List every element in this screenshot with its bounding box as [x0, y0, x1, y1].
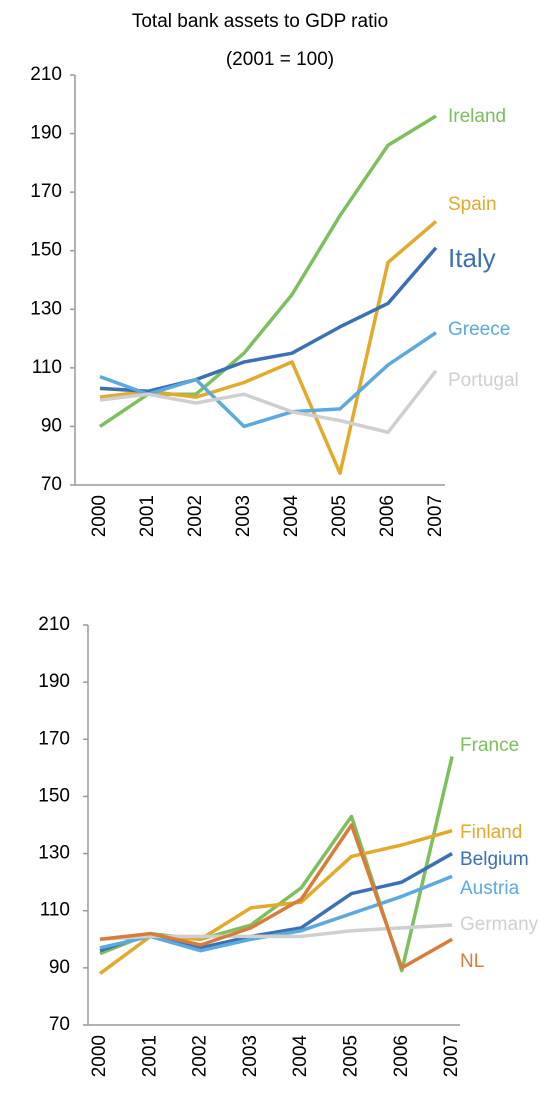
x-tick-label: 2000 [89, 495, 110, 537]
series-line [99, 823, 453, 970]
legend-label: Spain [448, 194, 497, 215]
series-line [98, 829, 453, 975]
legend-label: Finland [460, 822, 522, 843]
x-tick-label: 2002 [190, 1035, 211, 1077]
x-tick-label: 2003 [233, 495, 254, 537]
legend-label: Belgium [460, 849, 529, 870]
y-tick-label: 170 [30, 181, 62, 202]
legend-label: Austria [460, 878, 520, 899]
y-tick-label: 110 [40, 900, 70, 921]
y-tick-label: 90 [49, 957, 70, 978]
y-tick-label: 110 [32, 357, 62, 378]
legend-label: Germany [460, 914, 539, 935]
legend-label: Italy [448, 243, 496, 273]
legend-label: Ireland [448, 106, 506, 127]
x-tick-label: 2001 [137, 495, 158, 537]
y-tick-label: 70 [49, 1014, 70, 1035]
x-tick-label: 2003 [240, 1035, 261, 1077]
series-line [99, 246, 438, 394]
y-tick-label: 150 [38, 785, 70, 806]
x-tick-label: 2007 [425, 495, 446, 537]
y-tick-label: 130 [38, 843, 70, 864]
y-tick-label: 70 [41, 474, 62, 495]
x-tick-label: 2002 [185, 495, 206, 537]
chart-subtitle: (2001 = 100) [226, 49, 334, 70]
y-tick-label: 210 [38, 614, 70, 635]
y-tick-label: 190 [30, 123, 62, 144]
chart-title: Total bank assets to GDP ratio [132, 11, 388, 32]
series-line [99, 331, 437, 429]
legend-label: France [460, 735, 519, 756]
x-tick-label: 2001 [139, 1035, 160, 1077]
y-tick-label: 210 [30, 64, 62, 85]
x-tick-label: 2004 [290, 1035, 311, 1078]
legend-label: Greece [448, 319, 510, 340]
y-tick-label: 170 [38, 728, 70, 749]
legend-label: Portugal [448, 370, 519, 391]
x-tick-label: 2007 [441, 1035, 462, 1077]
series-line [99, 369, 438, 435]
x-tick-label: 2000 [89, 1035, 110, 1077]
x-tick-label: 2005 [341, 1035, 362, 1077]
y-tick-label: 130 [30, 298, 62, 319]
series-line [99, 220, 438, 476]
y-tick-label: 150 [30, 240, 62, 261]
legend-label: NL [460, 951, 484, 972]
x-tick-label: 2004 [281, 495, 302, 538]
x-tick-label: 2005 [329, 495, 350, 537]
y-tick-label: 90 [41, 415, 62, 436]
y-tick-label: 190 [38, 671, 70, 692]
x-tick-label: 2006 [377, 495, 398, 537]
x-tick-label: 2006 [391, 1035, 412, 1077]
